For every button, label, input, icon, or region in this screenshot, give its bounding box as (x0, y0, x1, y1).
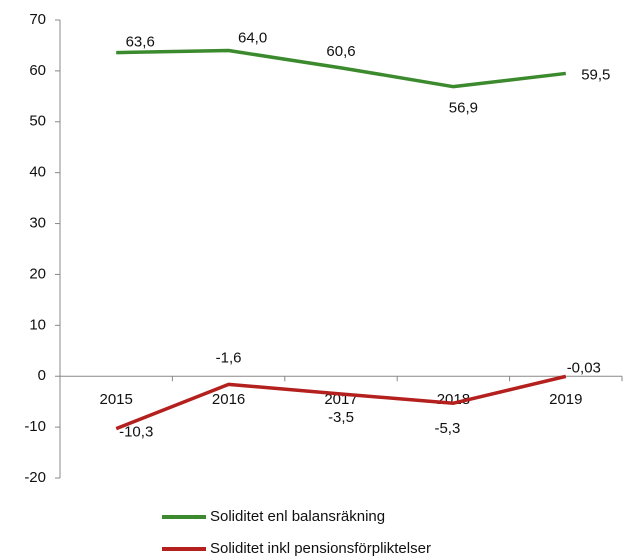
data-label: 60,6 (326, 43, 355, 60)
y-tick-label: 20 (29, 265, 46, 282)
data-label: -1,6 (216, 349, 242, 366)
legend-label: Soliditet inkl pensionsförpliktelser (210, 540, 431, 557)
series-line (115, 374, 567, 431)
y-tick-label: 40 (29, 164, 46, 181)
data-label: 56,9 (449, 100, 478, 117)
y-tick-label: 60 (29, 62, 46, 79)
y-tick-label: 30 (29, 215, 46, 232)
series-line (116, 48, 567, 89)
data-label: -0,03 (567, 359, 601, 376)
y-tick-label: -10 (24, 418, 46, 435)
y-tick-label: 10 (29, 316, 46, 333)
data-label: -3,5 (328, 409, 354, 426)
data-label: -5,3 (434, 420, 460, 437)
data-label: 63,6 (126, 34, 155, 51)
data-label: 64,0 (238, 30, 267, 47)
y-tick-label: 50 (29, 113, 46, 130)
y-tick-label: -20 (24, 469, 46, 486)
data-label: -10,3 (119, 424, 153, 441)
legend-label: Soliditet enl balansräkning (210, 508, 385, 525)
x-tick-label: 2016 (212, 391, 245, 408)
x-tick-label: 2015 (100, 391, 133, 408)
x-tick-label: 2019 (549, 391, 582, 408)
y-tick-label: 70 (29, 11, 46, 28)
y-tick-label: 0 (38, 367, 46, 384)
data-label: 59,5 (581, 66, 610, 83)
